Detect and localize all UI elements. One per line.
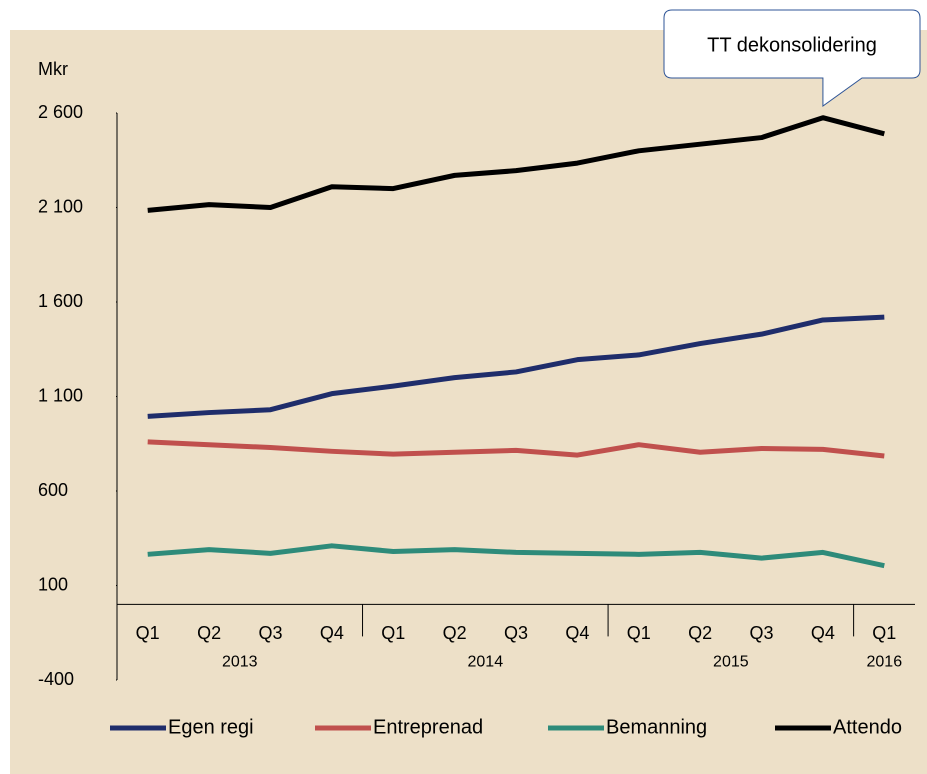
- annotation: TT dekonsolidering: [707, 34, 877, 56]
- x-tick-label: Q4: [565, 623, 589, 643]
- x-tick-label: Q2: [443, 623, 467, 643]
- legend-label: Egen regi: [168, 716, 254, 738]
- x-group-label: 2015: [713, 654, 749, 671]
- series-line: [147, 314, 885, 419]
- x-group-label: 2014: [468, 654, 504, 671]
- x-group-label: 2013: [222, 654, 258, 671]
- x-group-label: 2016: [867, 654, 903, 671]
- y-axis-label: Mkr: [38, 59, 68, 79]
- legend-label: Bemanning: [606, 716, 707, 738]
- x-tick-label: Q2: [197, 623, 221, 643]
- series-line: [147, 543, 885, 569]
- x-tick-label: Q1: [627, 623, 651, 643]
- x-tick-label: Q4: [320, 623, 344, 643]
- y-tick-label: 1 600: [38, 291, 83, 311]
- x-tick-label: Q3: [258, 623, 282, 643]
- y-tick-label: 2 600: [38, 102, 83, 122]
- legend-label: Attendo: [833, 716, 902, 738]
- x-tick-label: Q4: [811, 623, 835, 643]
- y-tick-label: 100: [38, 574, 68, 594]
- y-tick-label: 600: [38, 480, 68, 500]
- x-tick-label: Q3: [504, 623, 528, 643]
- y-tick-label: -400: [38, 669, 74, 689]
- x-tick-label: Q3: [750, 623, 774, 643]
- x-tick-label: Q1: [872, 623, 896, 643]
- x-tick-label: Q2: [688, 623, 712, 643]
- callout: [663, 9, 921, 107]
- series-line: [147, 439, 885, 459]
- x-tick-label: Q1: [136, 623, 160, 643]
- y-tick-label: 1 100: [38, 385, 83, 405]
- series-line: [147, 115, 885, 213]
- y-tick-label: 2 100: [38, 196, 83, 216]
- plot-background: [10, 30, 927, 774]
- legend-label: Entreprenad: [373, 716, 483, 738]
- x-tick-label: Q1: [381, 623, 405, 643]
